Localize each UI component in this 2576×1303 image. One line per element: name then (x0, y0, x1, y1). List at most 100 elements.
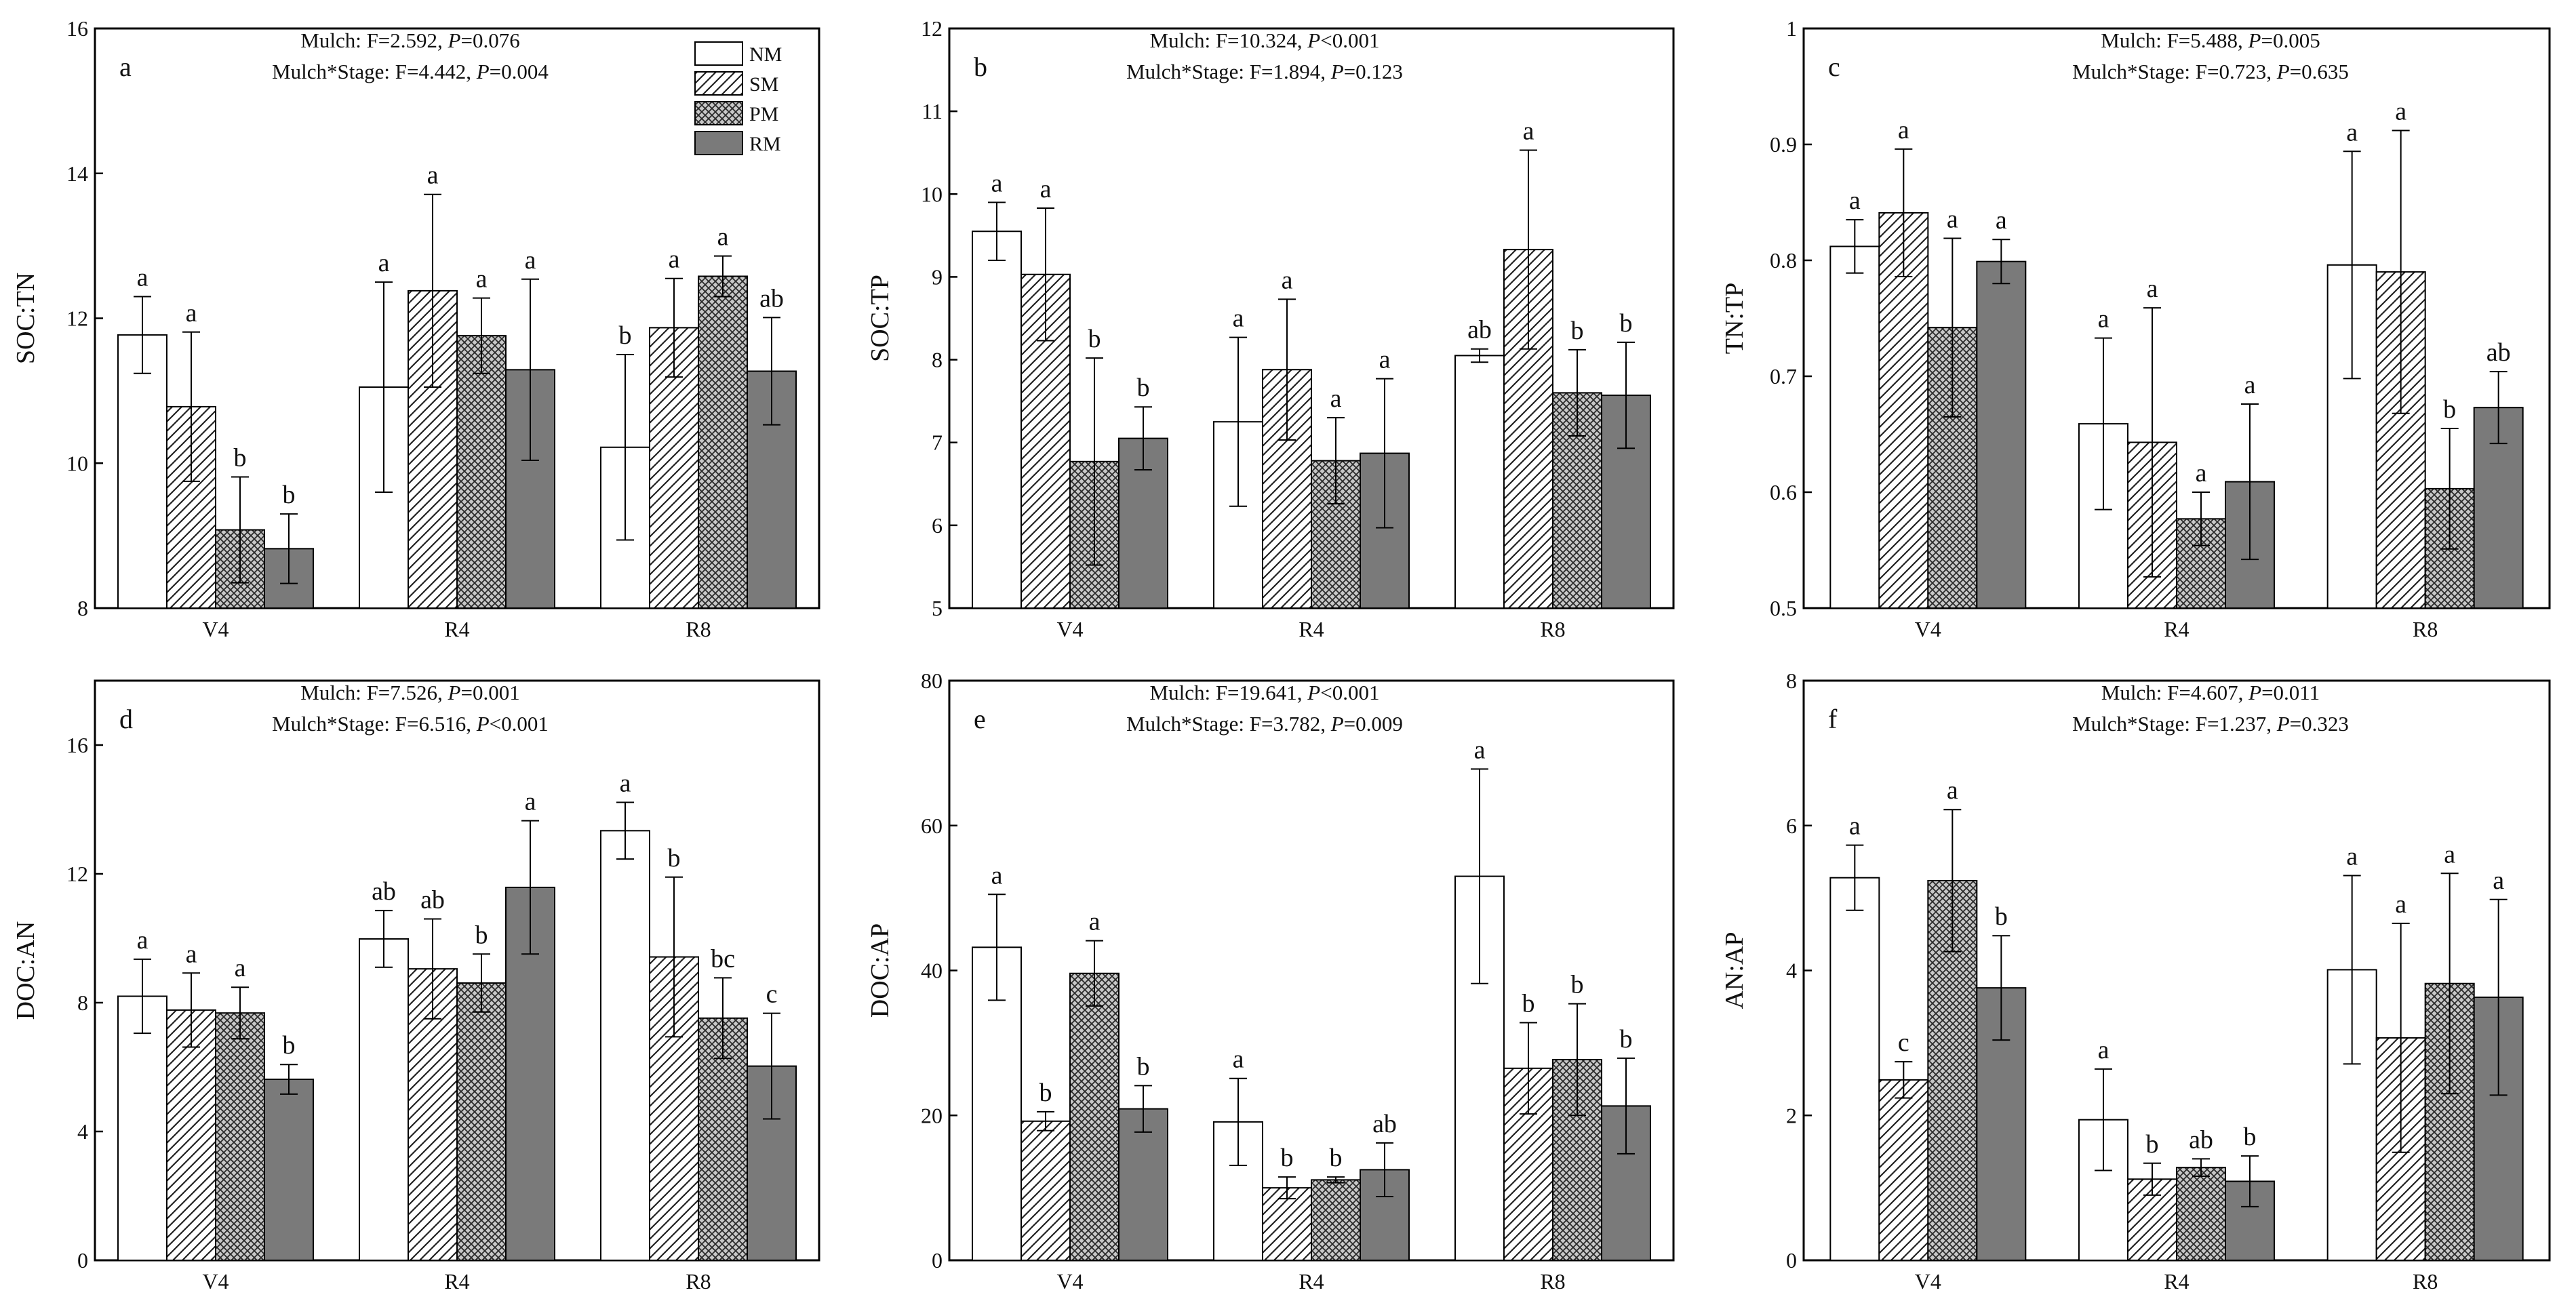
significance-letter: b (1088, 325, 1101, 353)
x-tick-label: R8 (2413, 1269, 2438, 1294)
x-tick-label: R8 (686, 617, 711, 641)
stats-mulch: Mulch: F=5.488, P=0.005 (2101, 28, 2320, 52)
significance-letter: a (525, 788, 536, 816)
significance-letter: b (2443, 395, 2456, 424)
significance-letter: a (2196, 459, 2207, 487)
x-tick-label: R4 (1299, 617, 1324, 641)
legend-label: RM (749, 133, 781, 155)
panel-letter: e (974, 704, 986, 734)
stats-p: P (1330, 712, 1344, 736)
y-tick-label: 12 (66, 306, 88, 331)
bar-rm (264, 1079, 314, 1262)
y-tick-label: 20 (921, 1103, 943, 1127)
x-tick-label: R8 (2413, 617, 2438, 641)
x-tick-label: R4 (2164, 617, 2189, 641)
significance-letter: b (283, 1031, 296, 1060)
significance-letter: a (2444, 840, 2455, 868)
stats-p: P (2276, 60, 2290, 83)
significance-letter: a (427, 161, 439, 190)
y-tick-label: 6 (1786, 814, 1797, 838)
y-tick-label: 11 (922, 99, 943, 123)
stats-p-value: =0.009 (1344, 712, 1403, 736)
significance-letter: a (669, 245, 680, 274)
stats-p-value: =0.123 (1344, 60, 1403, 83)
legend-swatch-rm (694, 131, 743, 155)
significance-letter: b (1620, 1025, 1633, 1054)
significance-letter: a (1040, 175, 1052, 203)
stats-p-value: <0.001 (1320, 681, 1379, 704)
significance-letter: c (766, 980, 778, 1009)
significance-letter: b (619, 321, 632, 350)
stats-label: Mulch*Stage: F=4.442, (272, 60, 477, 83)
stats-interaction: Mulch*Stage: F=1.237, P=0.323 (2072, 712, 2349, 736)
bar-nm (1829, 245, 1880, 609)
stats-p: P (1307, 681, 1320, 704)
y-axis-label: SOC:TP (866, 275, 894, 362)
significance-letter: b (1137, 374, 1150, 402)
panel-letter: a (119, 52, 132, 82)
legend-label: SM (749, 73, 778, 96)
stats-p-value: <0.001 (1320, 28, 1379, 52)
bar-rm (1118, 1108, 1168, 1261)
stats-interaction: Mulch*Stage: F=0.723, P=0.635 (2072, 60, 2349, 83)
significance-letter: a (1233, 1045, 1244, 1074)
significance-letter: a (2098, 1036, 2109, 1064)
stats-mulch: Mulch: F=7.526, P=0.001 (300, 681, 519, 704)
significance-letter: b (1522, 989, 1535, 1018)
y-tick-label: 7 (932, 430, 943, 455)
y-tick-label: 0 (932, 1248, 943, 1272)
panel-letter: f (1828, 704, 1838, 734)
significance-letter: b (2244, 1123, 2257, 1151)
significance-letter: ab (1372, 1110, 1397, 1138)
significance-letter: a (2395, 890, 2406, 919)
significance-letter: a (991, 861, 1003, 889)
significance-letter: ab (420, 886, 445, 915)
significance-letter: a (235, 954, 246, 982)
significance-letter: b (1281, 1144, 1294, 1172)
bar-nm (1829, 877, 1880, 1261)
stats-interaction: Mulch*Stage: F=3.782, P=0.009 (1126, 712, 1403, 736)
stats-mulch: Mulch: F=2.592, P=0.076 (300, 28, 519, 52)
stats-p: P (448, 681, 461, 704)
significance-letter: ab (372, 877, 396, 906)
significance-letter: a (137, 263, 148, 292)
stats-p-value: =0.005 (2261, 28, 2320, 52)
significance-letter: a (2346, 118, 2358, 146)
x-tick-label: R8 (1540, 617, 1565, 641)
y-axis-label: SOC:TN (12, 273, 40, 364)
bar-pm (456, 335, 507, 609)
y-tick-label: 14 (66, 161, 88, 186)
significance-letter: ab (1467, 316, 1492, 344)
significance-letter: a (2346, 842, 2358, 870)
stats-label: Mulch*Stage: F=3.782, (1126, 712, 1331, 736)
significance-letter: bc (711, 944, 735, 973)
significance-letter: a (1849, 812, 1861, 841)
stats-mulch: Mulch: F=10.324, P<0.001 (1150, 28, 1380, 52)
significance-letter: a (2493, 866, 2504, 895)
significance-letter: a (2395, 97, 2406, 125)
panel-letter: d (119, 704, 133, 734)
y-tick-label: 1 (1786, 16, 1797, 41)
significance-letter: b (1330, 1144, 1343, 1172)
significance-letter: a (1379, 346, 1391, 374)
x-tick-label: V4 (1056, 1269, 1083, 1294)
bar-nm (117, 995, 167, 1261)
stats-label: Mulch: F=5.488, (2101, 28, 2248, 52)
stats-p: P (1307, 28, 1320, 52)
y-tick-label: 0.5 (1770, 596, 1797, 620)
significance-letter: ab (2486, 338, 2511, 367)
significance-letter: b (1995, 902, 2008, 931)
significance-letter: a (2147, 275, 2158, 303)
bar-sm (1262, 1187, 1312, 1261)
bar-pm (698, 275, 748, 609)
y-tick-label: 16 (66, 733, 88, 757)
bar-sm (1878, 1079, 1929, 1261)
panel-letter: b (974, 52, 987, 82)
stats-label: Mulch: F=2.592, (300, 28, 448, 52)
significance-letter: a (1996, 206, 2007, 235)
significance-letter: a (717, 223, 729, 252)
